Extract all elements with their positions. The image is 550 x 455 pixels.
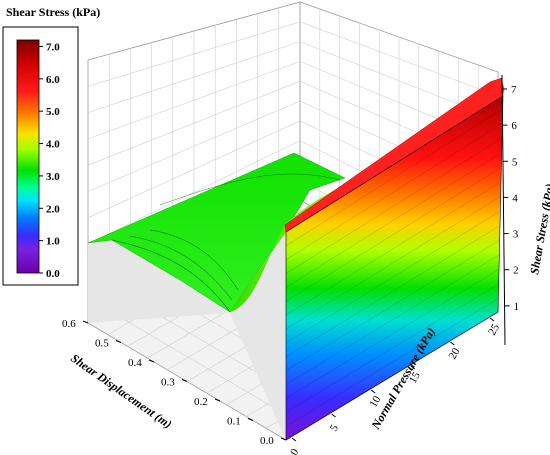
normal-pressure-tick-mark bbox=[291, 437, 297, 442]
normal-pressure-tick-label: 0 bbox=[288, 446, 301, 455]
left-wall-grid-line bbox=[87, 100, 301, 192]
wall-contour-line bbox=[285, 282, 501, 413]
colorbar-frame bbox=[2, 26, 79, 286]
shear-displacement-tick-label: 0.1 bbox=[227, 416, 241, 428]
shear-displacement-tick-mark bbox=[280, 437, 287, 441]
shear-displacement-tick-mark bbox=[214, 398, 221, 402]
wall-contour-line bbox=[285, 254, 501, 385]
left-wall-grid-line bbox=[87, 61, 301, 140]
wall-contour-line bbox=[285, 225, 501, 358]
z-axis-label: Shear Stress (kPa) bbox=[527, 182, 550, 275]
wall-contour-line bbox=[285, 138, 501, 274]
colorbar-tick-label: 1.0 bbox=[46, 236, 60, 248]
plateau-side-face bbox=[88, 232, 286, 440]
normal-pressure-tick-label: 25 bbox=[486, 322, 502, 338]
shear-stress-tick-label: 7 bbox=[511, 84, 517, 96]
left-wall-grid-line bbox=[87, 41, 301, 113]
shear-displacement-tick-mark bbox=[181, 379, 188, 382]
plateau-contour-4 bbox=[159, 173, 341, 206]
shear-stress-tick-label: 3 bbox=[513, 229, 519, 241]
shear-displacement-tick-mark bbox=[115, 340, 122, 343]
shear-displacement-ticks: 0.0 0.1 0.2 0.3 0.4 0.5 0.6 bbox=[62, 318, 287, 447]
shear-displacement-tick-mark bbox=[148, 359, 155, 363]
plateau-contour-1 bbox=[111, 239, 231, 313]
normal-pressure-tick-mark bbox=[370, 389, 376, 394]
wall-contours bbox=[285, 110, 501, 427]
wall-contour-line bbox=[285, 268, 501, 399]
surface bbox=[87, 77, 505, 441]
normal-pressure-tick-mark bbox=[489, 317, 495, 322]
shear-displacement-tick-label: 0.5 bbox=[95, 338, 109, 350]
shear-displacement-tick-label: 0.2 bbox=[194, 396, 208, 408]
colorbar-bar bbox=[16, 39, 40, 274]
normal-pressure-tick-mark bbox=[450, 341, 455, 346]
colorbar-tick-label: 4.0 bbox=[46, 139, 60, 151]
shear-stress-tick-label: 4 bbox=[512, 192, 518, 204]
left-wall-grid-line bbox=[87, 80, 301, 166]
colorbar-tick-label: 6.0 bbox=[46, 74, 60, 86]
plateau-contour-2 bbox=[129, 235, 233, 301]
shear-stress-tick-label: 5 bbox=[512, 156, 518, 168]
wall-contour-line bbox=[285, 182, 501, 316]
left-wall-grid-line bbox=[87, 21, 301, 87]
colorbar-title: Shear Stress (kPa) bbox=[6, 5, 100, 19]
wall-contour-line bbox=[285, 110, 501, 247]
shear-stress-tick-label: 6 bbox=[511, 120, 517, 132]
wall-contour-line bbox=[285, 124, 501, 260]
shear-stress-ticks: 1 2 3 4 5 6 7 bbox=[501, 74, 520, 346]
shear-displacement-tick-mark bbox=[82, 320, 89, 324]
shear-displacement-tick-label: 0.0 bbox=[260, 435, 274, 447]
normal-pressure-tick-label: 20 bbox=[447, 346, 463, 362]
right-wall-grid-line bbox=[299, 21, 499, 97]
colorbar-tick-label: 7.0 bbox=[46, 41, 60, 53]
normal-pressure-tick-mark bbox=[331, 413, 336, 418]
shear-displacement-tick-label: 0.6 bbox=[62, 318, 76, 330]
shear-displacement-tick-mark bbox=[247, 418, 254, 421]
colorbar-tick-label: 2.0 bbox=[46, 203, 60, 215]
normal-pressure-tick-mark bbox=[410, 365, 416, 370]
colorbar-tick-label: 3.0 bbox=[46, 171, 60, 183]
shear-stress-tick-label: 2 bbox=[513, 265, 519, 277]
colorbar-tick-label: 5.0 bbox=[46, 106, 60, 118]
wall-contour-line bbox=[285, 210, 501, 344]
shear-displacement-tick-label: 0.4 bbox=[128, 357, 142, 369]
normal-pressure-tick-label: 5 bbox=[328, 422, 341, 433]
colorbar-ticks: 0.0 1.0 2.0 3.0 4.0 5.0 6.0 7.0 bbox=[39, 41, 60, 280]
colorbar-tick-label: 0.0 bbox=[46, 268, 60, 280]
front-wall bbox=[285, 95, 504, 441]
shear-displacement-tick-label: 0.3 bbox=[161, 377, 175, 389]
wall-contour-line bbox=[285, 153, 501, 288]
shear-stress-axis-line bbox=[501, 74, 506, 346]
wall-contour-line bbox=[285, 297, 501, 427]
shear-stress-tick-label: 1 bbox=[514, 301, 520, 313]
wall-contour-line bbox=[285, 196, 501, 330]
wall-contour-line bbox=[285, 167, 501, 302]
plateau-contour-3 bbox=[149, 229, 239, 291]
wall-contour-line bbox=[285, 239, 501, 371]
